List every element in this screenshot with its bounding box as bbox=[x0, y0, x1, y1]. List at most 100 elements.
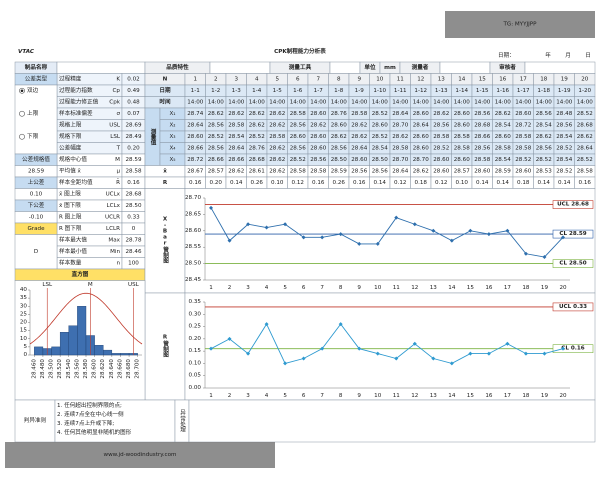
data-point bbox=[264, 225, 269, 230]
n-value: 12 bbox=[417, 76, 424, 82]
chart-frame bbox=[184, 292, 596, 401]
mean-value: 28.60 bbox=[515, 168, 531, 174]
n-value: 4 bbox=[255, 76, 259, 82]
x-tick-label: 28.480 bbox=[40, 359, 46, 379]
sample-value: 28.72 bbox=[187, 157, 203, 163]
n-value: 8 bbox=[337, 76, 341, 82]
stat-value: 0.16 bbox=[127, 180, 140, 186]
stat-symbol: K bbox=[116, 76, 120, 82]
data-point bbox=[301, 356, 306, 361]
sample-value: 28.54 bbox=[495, 157, 511, 163]
sample-value: 28.56 bbox=[536, 111, 552, 117]
sample-value: 28.58 bbox=[515, 134, 531, 140]
data-point bbox=[246, 351, 251, 356]
sample-value: 28.66 bbox=[187, 145, 203, 151]
sample-value: 28.56 bbox=[208, 145, 224, 151]
x-tick-label: 7 bbox=[320, 393, 324, 399]
sample-value: 28.62 bbox=[269, 157, 285, 163]
time-value: 14:00 bbox=[310, 99, 327, 105]
x-tick-label: 16 bbox=[485, 393, 493, 399]
x-tick-label: 4 bbox=[265, 285, 269, 291]
x-tick-label: 19 bbox=[541, 285, 549, 291]
y-tick-label: 0.35 bbox=[189, 299, 202, 305]
date-value: 1-8 bbox=[334, 88, 344, 94]
sample-value: 28.58 bbox=[495, 145, 511, 151]
sample-value: 28.60 bbox=[372, 122, 388, 128]
x-tick-label: 11 bbox=[393, 285, 401, 291]
sample-value: 28.68 bbox=[577, 122, 593, 128]
sample-value: 28.54 bbox=[372, 145, 388, 151]
mean-value: 28.60 bbox=[433, 168, 449, 174]
sample-value: 28.64 bbox=[187, 122, 203, 128]
x-tick-label: 12 bbox=[411, 393, 418, 399]
range-value: 0.12 bbox=[435, 180, 447, 186]
title: CPK制程能力分析表 bbox=[274, 47, 326, 55]
date-value: 1-11 bbox=[394, 88, 407, 94]
data-point bbox=[246, 222, 251, 227]
data-point bbox=[338, 232, 343, 237]
sample-value: 28.60 bbox=[187, 134, 203, 140]
sample-value: 28.54 bbox=[556, 134, 572, 140]
row-label: X₂ bbox=[169, 122, 175, 128]
data-point bbox=[264, 322, 269, 327]
radio-label: 双边 bbox=[27, 86, 39, 94]
sample-value: 28.56 bbox=[310, 157, 326, 163]
n-value: 1 bbox=[193, 76, 197, 82]
sample-value: 28.64 bbox=[577, 145, 593, 151]
x-tick-label: 3 bbox=[246, 393, 250, 399]
stat-value: 28.59 bbox=[125, 157, 141, 163]
sample-value: 28.52 bbox=[249, 134, 265, 140]
date-value: 1-4 bbox=[252, 88, 262, 94]
time-value: 14:00 bbox=[515, 99, 532, 105]
radio-dot bbox=[20, 89, 24, 93]
stat-symbol: μ bbox=[116, 168, 120, 174]
chart-y-label: X-Bar管制图 bbox=[162, 217, 169, 265]
date-value: 1-12 bbox=[414, 88, 427, 94]
tolerance-value: -0.10 bbox=[29, 214, 44, 220]
x-tick-label: 13 bbox=[430, 285, 438, 291]
data-point bbox=[505, 228, 510, 233]
stat-symbol: σ bbox=[116, 111, 120, 117]
data-point bbox=[561, 346, 565, 351]
data-point bbox=[449, 361, 454, 366]
data-point bbox=[375, 351, 380, 356]
stat-name: 规格上限 bbox=[59, 120, 82, 128]
sample-value: 28.48 bbox=[556, 111, 572, 117]
stat-name: 样本全距均值 bbox=[59, 178, 93, 186]
header-cell bbox=[329, 61, 361, 74]
histogram-bar bbox=[120, 353, 130, 356]
x-tick-label: 28.560 bbox=[74, 359, 80, 379]
data-point bbox=[227, 336, 232, 341]
sample-value: 28.64 bbox=[392, 111, 408, 117]
sample-value: 28.52 bbox=[372, 111, 388, 117]
sample-value: 28.52 bbox=[515, 157, 531, 163]
n-value: 11 bbox=[397, 76, 405, 82]
range-value: 0.12 bbox=[292, 180, 304, 186]
date-value: 1-16 bbox=[496, 88, 509, 94]
x-tick-label: 20 bbox=[559, 285, 567, 291]
stat-name: R 图上限 bbox=[59, 212, 82, 220]
x-tick-label: 28.600 bbox=[92, 359, 98, 379]
x-tick-label: 5 bbox=[283, 393, 287, 399]
watermark: www.jd-woodindustry.com bbox=[104, 452, 177, 458]
data-point bbox=[227, 238, 232, 243]
mean-value: 28.56 bbox=[372, 168, 388, 174]
x-tick-label: 19 bbox=[541, 393, 549, 399]
action-body bbox=[188, 399, 596, 443]
mean-value: 28.56 bbox=[351, 168, 367, 174]
stat-name: x̄ 图上限 bbox=[59, 189, 81, 197]
x-tick-label: 7 bbox=[320, 285, 324, 291]
sample-value: 28.58 bbox=[269, 134, 285, 140]
y-tick-label: 28.60 bbox=[185, 228, 201, 234]
sample-value: 28.62 bbox=[269, 111, 285, 117]
sample-value: 28.62 bbox=[495, 111, 511, 117]
data-point bbox=[375, 241, 380, 246]
n-value: 3 bbox=[234, 76, 238, 82]
grade-label: Grade bbox=[27, 226, 45, 232]
data-point bbox=[561, 235, 565, 240]
group-label: 测量值 bbox=[150, 127, 157, 146]
product-label: 制品名称 bbox=[25, 63, 48, 71]
y-tick-label: 40 bbox=[20, 287, 28, 293]
sample-value: 28.54 bbox=[228, 134, 244, 140]
sample-value: 28.56 bbox=[474, 145, 490, 151]
